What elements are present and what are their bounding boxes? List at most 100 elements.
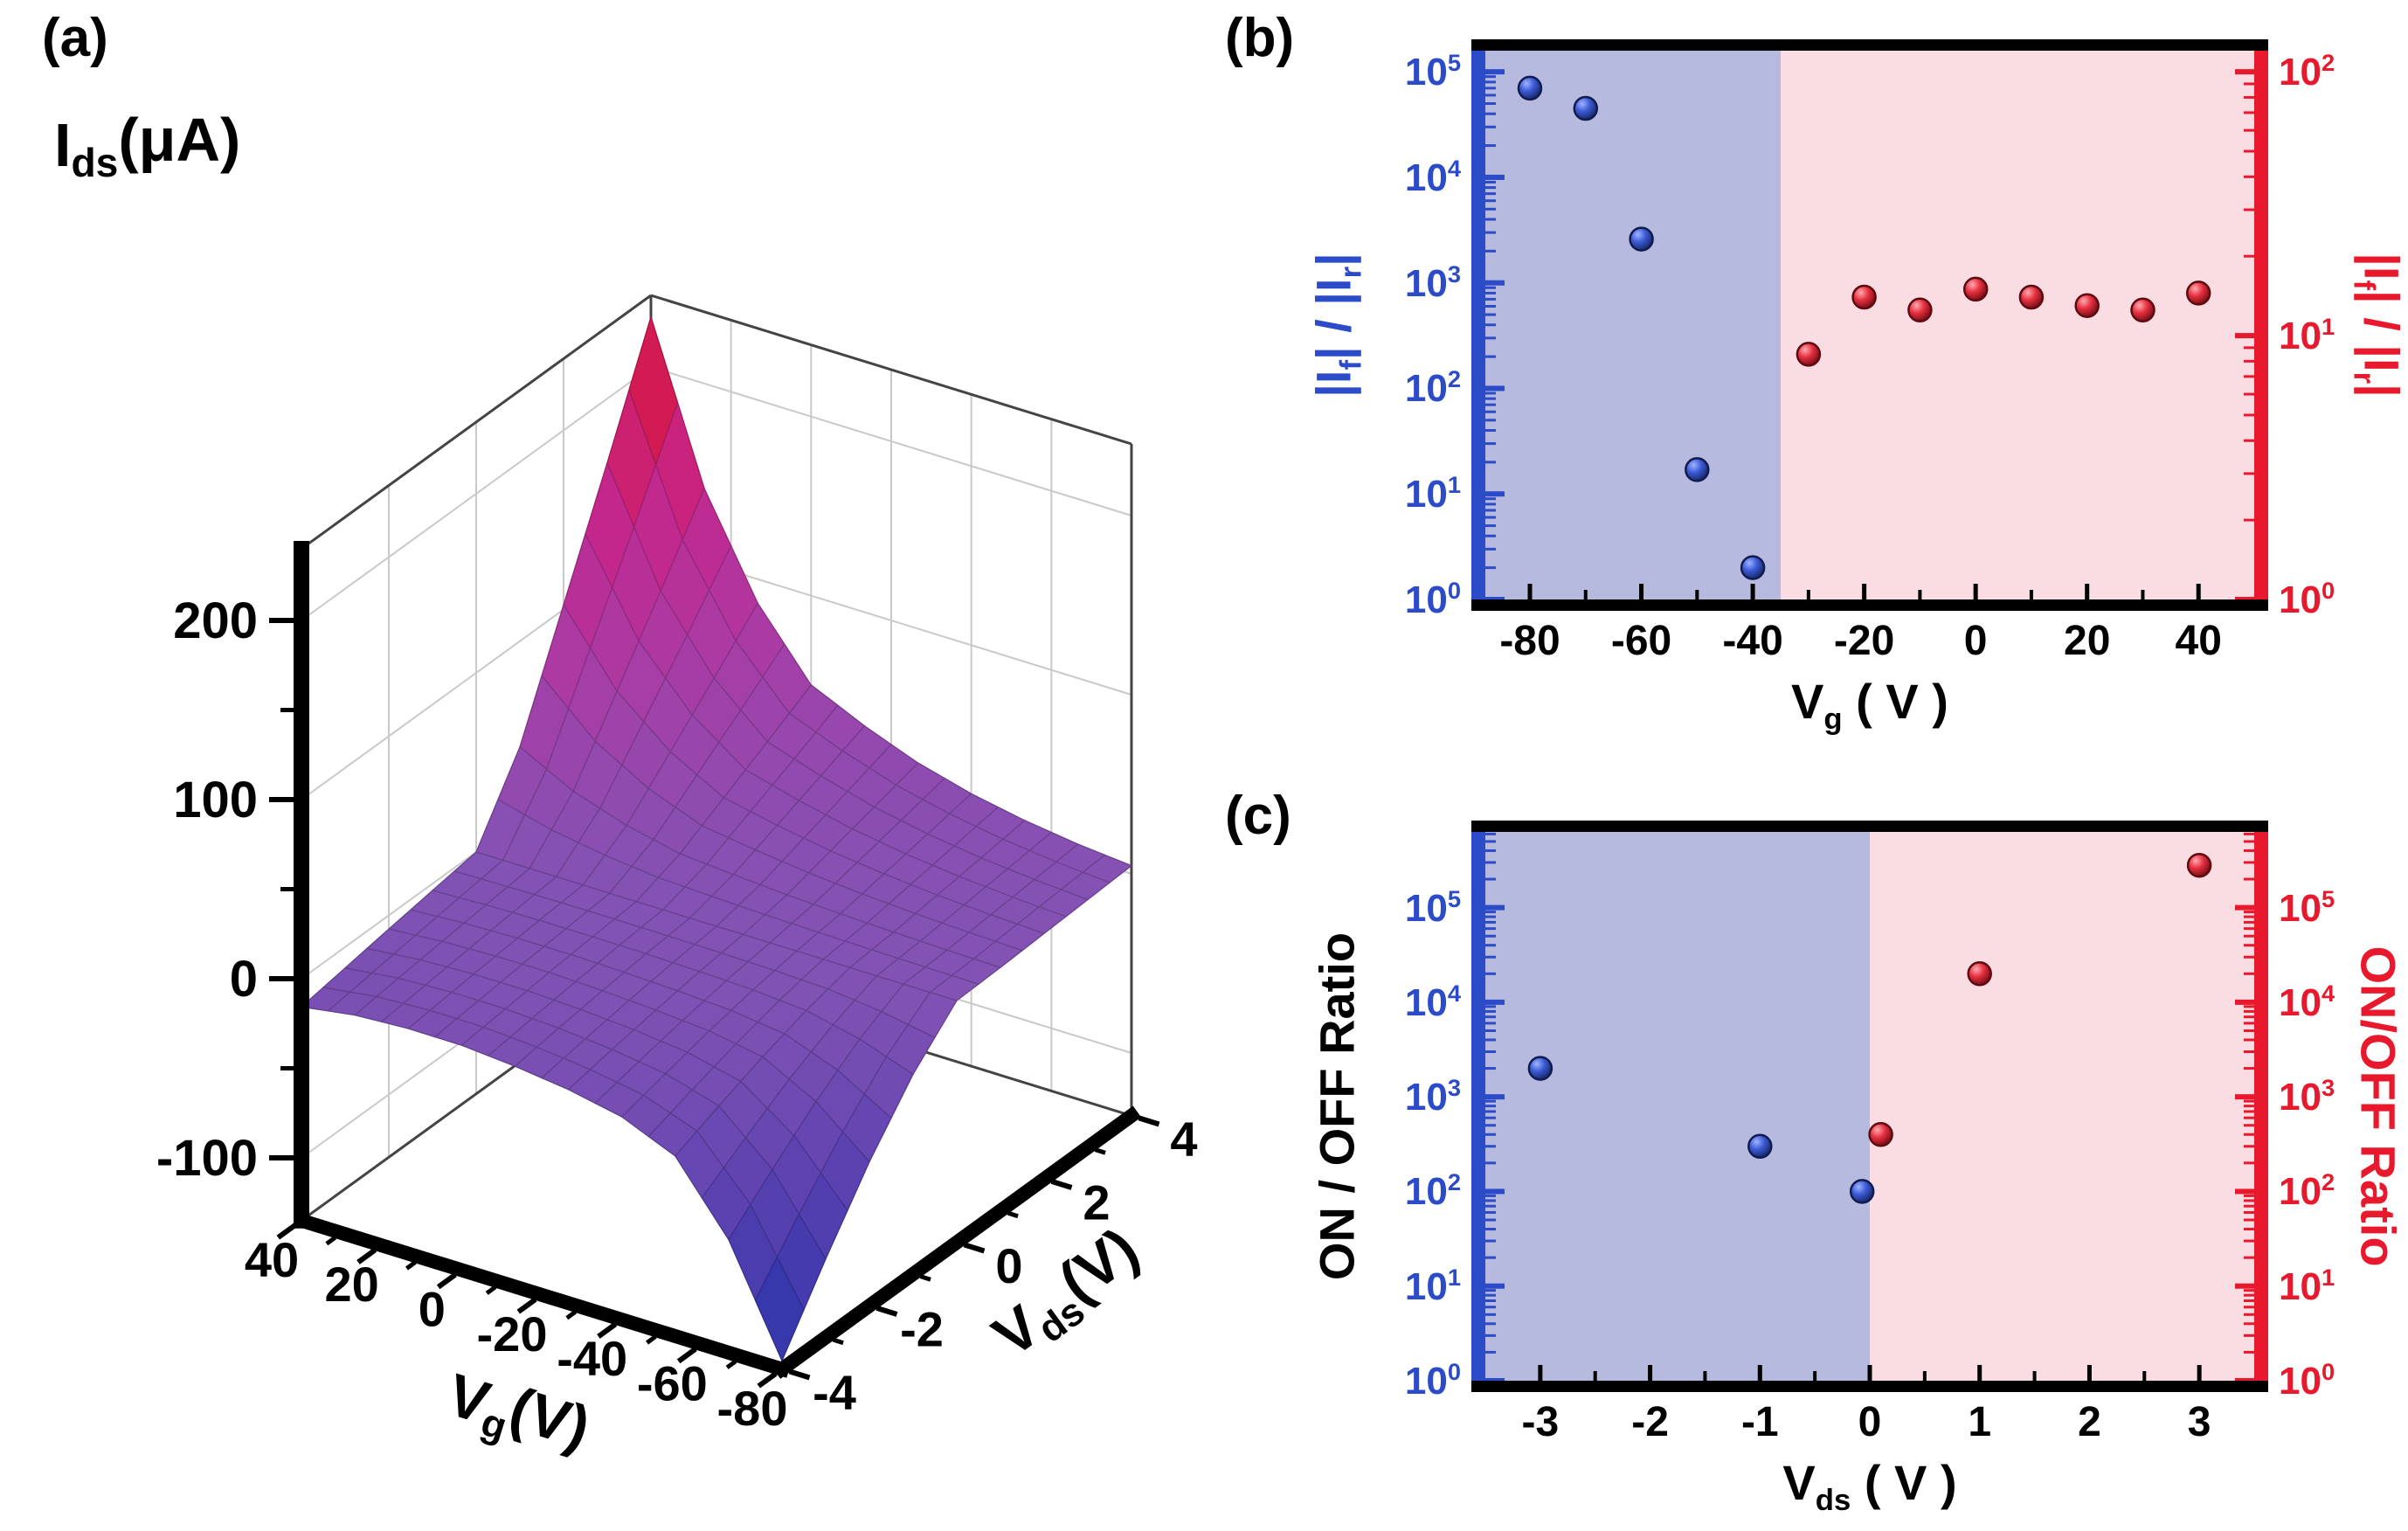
data-point-blue [1740,555,1766,580]
x-tick [1977,1365,1982,1381]
left-y-minor-tick [1485,1204,1496,1208]
left-y-minor-tick [1485,403,1496,406]
left-y-minor-tick [1485,1116,1496,1119]
x-minor-tick [2141,590,2145,599]
left-y-minor-tick [1485,1322,1496,1326]
vg-tick [436,1272,457,1290]
left-y-minor-tick [1485,927,1496,931]
left-y-tick [1485,385,1505,391]
left-y-minor-tick [1485,410,1496,413]
vg-tick [676,1347,697,1364]
left-y-minor-tick [1485,80,1496,84]
left-y-minor-tick [1485,1228,1496,1231]
vg-tick-label: -40 [557,1331,627,1386]
vg-axis [292,1211,792,1378]
vg-minor-tick [405,1260,417,1271]
x-tick-label: 20 [2063,618,2111,664]
left-y-minor-tick [1485,1005,1496,1008]
vds-tick [875,1306,898,1317]
x-minor-tick [2142,1371,2147,1381]
right-y-tick-label: 104 [2279,980,2335,1024]
left-y-minor-tick [1485,461,1496,464]
right-y-minor-tick [2244,840,2254,843]
right-y-minor-tick [2244,518,2254,522]
left-y-minor-tick [1485,944,1496,947]
axis-bar-left [1471,832,1485,1381]
left-y-minor-tick [1485,1239,1496,1243]
left-y-minor-tick [1485,1009,1496,1013]
left-y-tick-label: 102 [1404,1168,1461,1214]
right-y-minor-tick [2244,175,2254,178]
right-y-minor-tick [2244,1306,2254,1309]
z-tick-label: 0 [230,951,258,1008]
vg-tick-label: -80 [717,1381,788,1436]
right-y-tick [2235,1188,2254,1195]
x-tick [1867,1365,1872,1381]
x-tick [1639,584,1644,599]
left-y-minor-tick [1485,1350,1496,1354]
left-y-tick [1485,1094,1505,1100]
left-y-minor-tick [1485,336,1496,340]
left-y-minor-tick [1485,180,1496,184]
left-y-minor-tick [1485,1210,1496,1214]
right-y-minor-tick [2244,346,2254,350]
right-y-tick [2235,1378,2254,1381]
left-y-minor-tick [1485,1110,1496,1113]
shaded-region-left [1485,832,1870,1381]
right-y-minor-tick [2244,1204,2254,1208]
data-point-red [2130,297,2155,323]
right-y-minor-tick [2244,1116,2254,1119]
data-point-blue [1747,1133,1773,1160]
right-y-minor-tick [2244,1105,2254,1108]
left-y-tick-label: 103 [1404,260,1461,305]
left-y-minor-tick [1485,547,1496,551]
z-tick-label: 200 [173,592,258,649]
x-axis-title: Vds ( V ) [1782,1455,1957,1518]
plot-frame-bottom [1471,599,2268,611]
data-point-blue [1527,1056,1553,1081]
x-tick [2196,584,2201,599]
left-y-minor-tick [1485,94,1496,97]
left-y-minor-tick [1485,1199,1496,1202]
right-y-minor-tick [2244,1199,2254,1202]
left-y-tick [1485,1188,1505,1195]
right-y-minor-tick [2244,915,2254,918]
data-point-red [2186,852,2212,878]
axis-bar-right [2254,51,2268,599]
right-y-minor-tick [2244,849,2254,852]
shaded-region-left [1485,51,1781,599]
vg-tick-label: 40 [245,1232,299,1287]
left-y-minor-tick [1485,144,1496,148]
left-y-minor-tick [1485,1067,1496,1070]
right-y-tick-label: 105 [2279,884,2335,930]
right-y-minor-tick [2244,1289,2254,1292]
left-y-minor-tick [1485,1293,1496,1297]
x-tick [2086,1365,2092,1381]
right-y-minor-tick [2244,1067,2254,1070]
x-tick-label: 1 [1968,1399,1992,1445]
left-y-minor-tick [1485,832,1496,835]
left-y-minor-tick [1485,934,1496,938]
right-y-minor-tick [2244,439,2254,442]
vg-minor-tick [485,1285,497,1295]
right-y-tick-label: 102 [2279,1168,2335,1214]
left-y-minor-tick [1485,955,1496,959]
left-y-tick [1485,69,1505,75]
right-y-minor-tick [2244,375,2254,378]
right-y-tick [2235,1283,2254,1289]
left-y-minor-tick [1485,849,1496,852]
z-axis-title: Ids(μA) [54,106,240,185]
right-axis-title: ON/OFF Ratio [2350,946,2406,1267]
left-y-minor-tick [1485,1015,1496,1019]
right-y-minor-tick [2244,1210,2254,1214]
left-y-minor-tick [1485,391,1496,395]
vds-tick [1050,1179,1073,1190]
x-minor-tick [1695,590,1699,599]
vds-axis [772,1105,1142,1379]
left-y-minor-tick [1485,87,1496,90]
x-tick [2085,584,2090,599]
left-y-tick [1485,491,1505,497]
vds-minor-tick [919,1274,931,1282]
left-y-minor-tick [1485,915,1496,918]
